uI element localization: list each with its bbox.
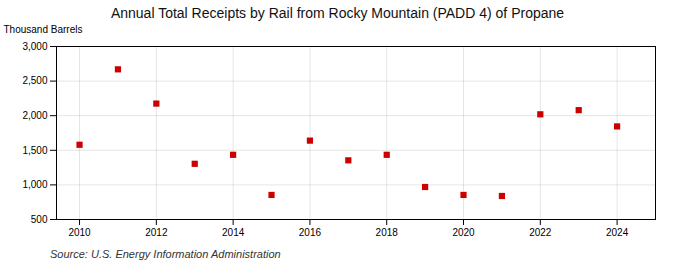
html-text:Source: U.S. Energy Informatio: Source: U.S. Energy Information Administ… <box>50 248 281 260</box>
svg-text:2022: 2022 <box>529 227 552 238</box>
svg-text:2018: 2018 <box>376 227 399 238</box>
svg-text:2014: 2014 <box>222 227 245 238</box>
svg-text:2,500: 2,500 <box>22 75 47 86</box>
svg-text:1,000: 1,000 <box>22 179 47 190</box>
svg-text:2,000: 2,000 <box>22 110 47 121</box>
svg-text:2012: 2012 <box>145 227 168 238</box>
svg-text:2024: 2024 <box>606 227 629 238</box>
svg-text:Thousand Barrels: Thousand Barrels <box>4 24 83 35</box>
svg-text:2016: 2016 <box>299 227 322 238</box>
svg-text:1,500: 1,500 <box>22 145 47 156</box>
svg-text:3,000: 3,000 <box>22 41 47 52</box>
svg-text:2020: 2020 <box>452 227 475 238</box>
html-text:Annual Total Receipts by Rail: Annual Total Receipts by Rail from Rocky… <box>110 5 565 21</box>
svg-text:2010: 2010 <box>68 227 91 238</box>
svg-text:500: 500 <box>31 214 48 225</box>
